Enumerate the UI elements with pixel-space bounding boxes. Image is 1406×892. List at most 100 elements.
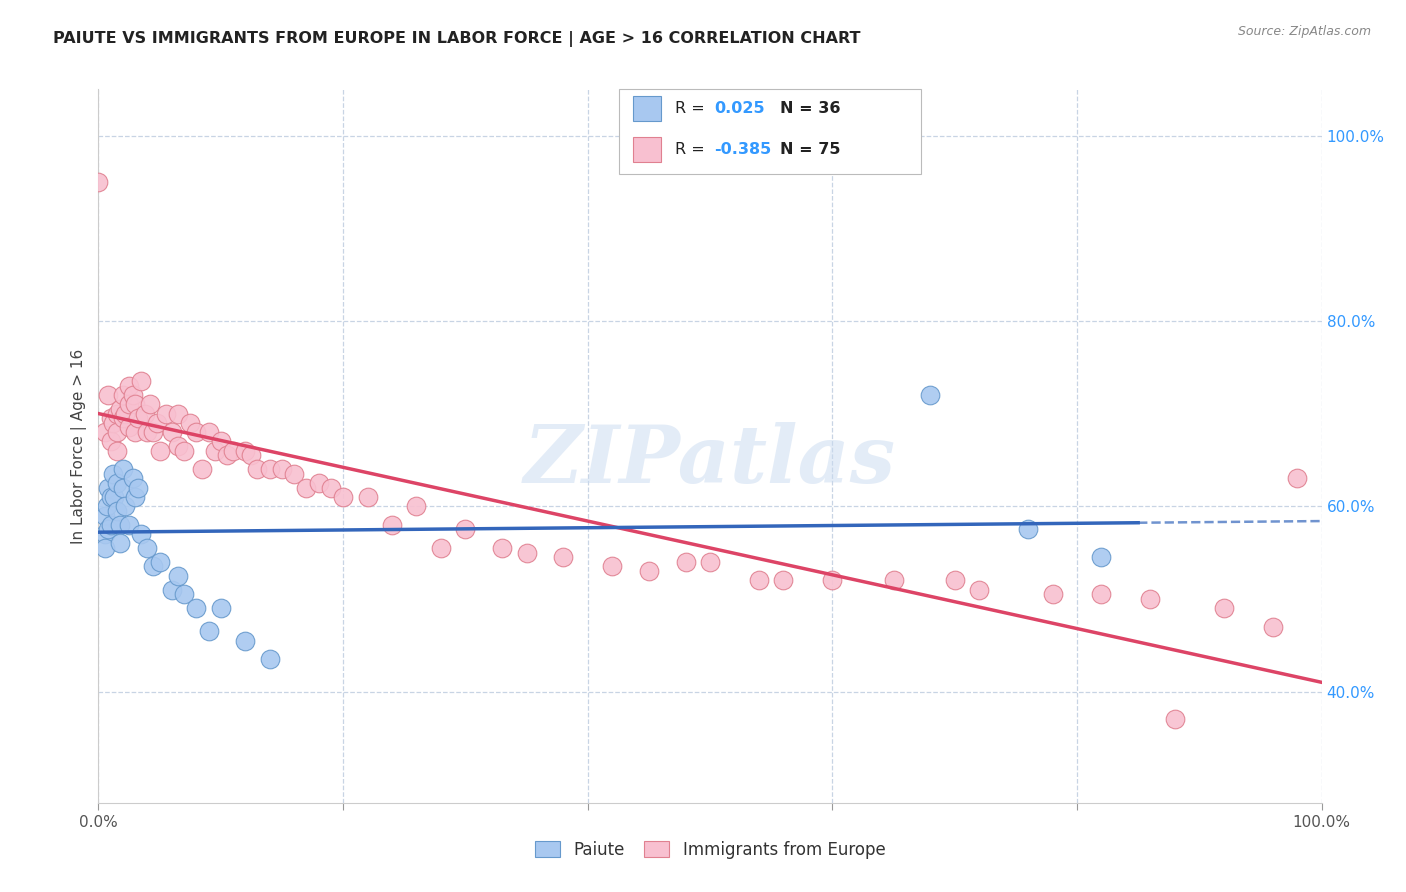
Point <box>118 517 141 532</box>
Point <box>1164 712 1187 726</box>
Point <box>105 476 128 491</box>
Point <box>675 555 697 569</box>
Point <box>515 545 537 559</box>
Point <box>103 490 125 504</box>
Point <box>160 582 183 597</box>
Point <box>124 397 146 411</box>
Point <box>100 411 122 425</box>
Point <box>100 517 122 532</box>
Point <box>233 633 256 648</box>
Text: R =: R = <box>675 102 710 116</box>
Point <box>118 397 141 411</box>
Point <box>129 374 152 388</box>
Point <box>308 476 330 491</box>
Point <box>209 434 232 449</box>
Point <box>155 407 177 421</box>
Point <box>553 550 575 565</box>
Point <box>356 490 378 504</box>
Point <box>186 425 208 439</box>
Y-axis label: In Labor Force | Age > 16: In Labor Force | Age > 16 <box>72 349 87 543</box>
Text: -0.385: -0.385 <box>714 143 772 157</box>
Point <box>491 541 513 555</box>
Point <box>111 462 134 476</box>
Point <box>1017 523 1039 537</box>
Legend: Paiute, Immigrants from Europe: Paiute, Immigrants from Europe <box>529 835 891 866</box>
Point <box>283 467 305 481</box>
Point <box>146 416 169 430</box>
Point <box>139 397 162 411</box>
Point <box>1042 587 1064 601</box>
Point <box>319 481 342 495</box>
Point <box>197 425 219 439</box>
Point <box>93 541 115 555</box>
Point <box>124 425 146 439</box>
Point <box>197 624 219 639</box>
Point <box>204 443 226 458</box>
Point <box>111 411 134 425</box>
Point <box>93 508 115 523</box>
Point <box>111 481 134 495</box>
Text: Source: ZipAtlas.com: Source: ZipAtlas.com <box>1237 25 1371 38</box>
Point <box>110 517 132 532</box>
Point <box>129 527 152 541</box>
Point <box>699 555 721 569</box>
Point <box>191 462 214 476</box>
Point <box>1212 601 1234 615</box>
Point <box>233 443 256 458</box>
Point <box>637 564 661 578</box>
Point <box>105 407 128 421</box>
Point <box>114 500 136 514</box>
Point <box>105 443 128 458</box>
Point <box>118 420 141 434</box>
Point <box>381 517 404 532</box>
Point <box>215 448 238 462</box>
Point <box>332 490 354 504</box>
Point <box>110 536 132 550</box>
Point <box>127 481 149 495</box>
Point <box>101 467 124 481</box>
Text: N = 36: N = 36 <box>780 102 841 116</box>
Text: ZIPatlas: ZIPatlas <box>524 422 896 499</box>
Point <box>209 601 232 615</box>
Point <box>167 439 190 453</box>
Point <box>142 425 165 439</box>
Point <box>1090 587 1112 601</box>
Point <box>270 462 294 476</box>
Text: 0.025: 0.025 <box>714 102 765 116</box>
Point <box>111 388 134 402</box>
Point <box>454 523 477 537</box>
Point <box>259 462 281 476</box>
Point <box>600 559 623 574</box>
Point <box>1286 471 1309 485</box>
Point <box>97 481 120 495</box>
Point <box>136 425 159 439</box>
Point <box>149 555 172 569</box>
Point <box>883 574 905 588</box>
Point <box>105 425 128 439</box>
Point <box>748 574 770 588</box>
Point <box>967 582 990 597</box>
Text: R =: R = <box>675 143 710 157</box>
Point <box>246 462 269 476</box>
Point <box>259 652 281 666</box>
Point <box>772 574 794 588</box>
Point <box>97 523 120 537</box>
Point <box>96 500 118 514</box>
Point <box>430 541 453 555</box>
Point <box>127 411 149 425</box>
Point <box>100 490 122 504</box>
Point <box>142 559 165 574</box>
Point <box>1139 591 1161 606</box>
Point <box>222 443 245 458</box>
Point <box>186 601 208 615</box>
Point <box>118 378 141 392</box>
Point <box>160 425 183 439</box>
Point <box>920 388 942 402</box>
Point <box>93 527 115 541</box>
Point <box>114 407 136 421</box>
Point <box>167 407 190 421</box>
Text: N = 75: N = 75 <box>780 143 841 157</box>
Point <box>110 401 132 416</box>
Point <box>1261 620 1284 634</box>
Point <box>405 500 427 514</box>
